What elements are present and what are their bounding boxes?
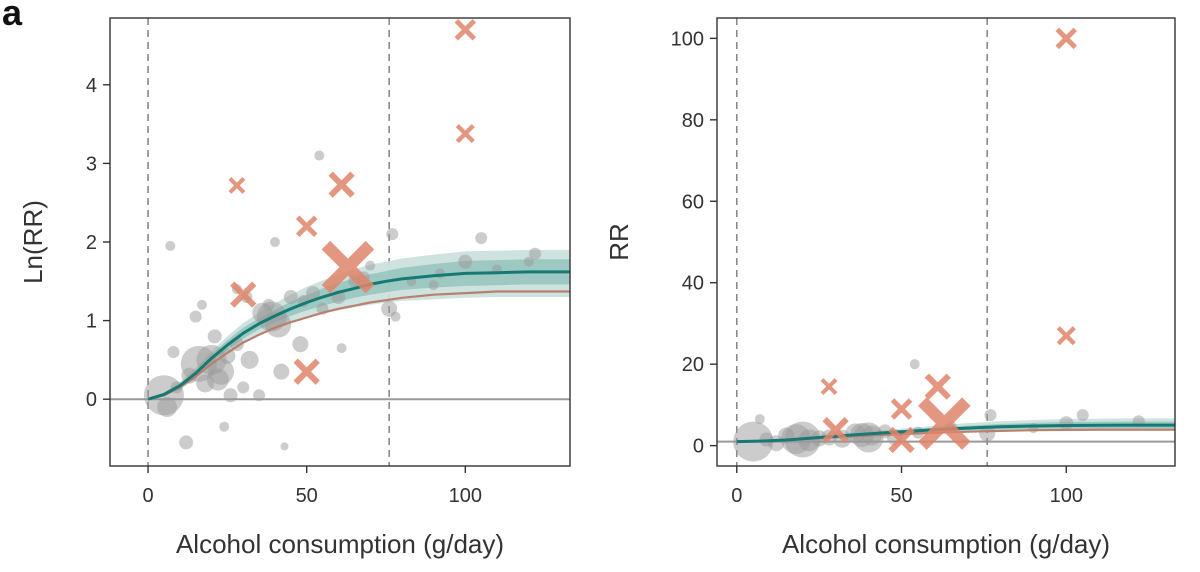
included-point [208,358,235,385]
excluded-point [293,358,320,385]
y-tick-label: 20 [682,354,704,376]
y-tick-label: 4 [86,75,97,97]
excluded-point [924,373,951,400]
included-point [157,397,178,418]
x-axis-title: Alcohol consumption (g/day) [176,529,504,559]
included-point [458,254,473,269]
included-point [475,232,488,245]
included-point [529,247,542,260]
included-point [283,290,298,305]
included-point [197,299,207,310]
plot-area [110,18,570,466]
included-point [336,343,347,354]
included-point [280,442,289,451]
chart-left-lnrr: 0 50 100 0 1 2 3 4 Alcohol consumption (g/day) Ln… [18,17,571,559]
panel-label: a [2,0,23,33]
included-point [1059,416,1074,431]
x-tick-label: 100 [449,485,482,507]
excluded-point [822,417,849,444]
included-point [428,280,439,291]
excluded-point [1055,27,1078,50]
x-tick-label: 0 [143,485,154,507]
included-point [365,260,376,271]
included-point [165,240,176,251]
excluded-point [918,397,971,450]
plot-area [717,18,1175,466]
alternate-fit-curve [147,290,570,401]
excluded-point [820,378,838,395]
excluded-point [328,171,355,198]
y-tick-label: 2 [86,232,97,254]
x-axis-title: Alcohol consumption (g/day) [782,529,1110,559]
excluded-point [230,281,257,308]
y-tick-label: 0 [693,436,704,458]
x-tick-label: 50 [296,485,318,507]
included-point [306,286,321,301]
y-axis-title: Ln(RR) [18,200,48,284]
included-point [390,311,401,322]
included-point [237,381,250,394]
y-tick-label: 80 [682,110,704,132]
confidence-band-outer [148,249,570,400]
included-point [219,421,230,432]
chart-right-rr: 0 50 100 0 20 40 60 80 100 Alcohol consumption (g… [604,17,1176,559]
y-tick-label: 40 [682,273,704,295]
x-tick-label: 50 [890,485,912,507]
plot-frame [716,17,1176,467]
included-point [292,336,309,353]
x-tick-label: 100 [1050,485,1083,507]
included-point [523,256,534,267]
excluded-point [888,426,915,454]
included-point [1076,409,1089,422]
y-tick-label: 0 [86,389,97,411]
excluded-point [890,398,913,420]
included-point [223,388,238,403]
included-point [979,425,996,442]
included-point [219,347,236,364]
excluded-point [454,19,477,41]
x-tick-label: 0 [731,485,742,507]
fit-curve [147,270,570,401]
y-tick-label: 60 [682,191,704,213]
excluded-point [228,176,246,194]
y-tick-label: 100 [671,28,704,50]
included-point [240,350,259,369]
included-point [207,329,222,344]
excluded-point [455,123,475,144]
included-point [314,150,325,161]
included-point [984,409,997,422]
y-tick-label: 1 [86,311,97,333]
included-point [386,228,399,241]
excluded-point [295,215,318,238]
included-point [167,346,180,359]
excluded-point [321,240,375,294]
included-point [189,310,202,323]
included-point [179,435,194,450]
y-tick-label: 3 [86,153,97,175]
included-point [754,414,765,425]
included-point [273,363,290,380]
included-point [909,359,920,370]
included-point [269,237,280,247]
included-point [253,389,266,402]
y-axis-title: RR [604,223,634,261]
excluded-point [1056,326,1076,346]
